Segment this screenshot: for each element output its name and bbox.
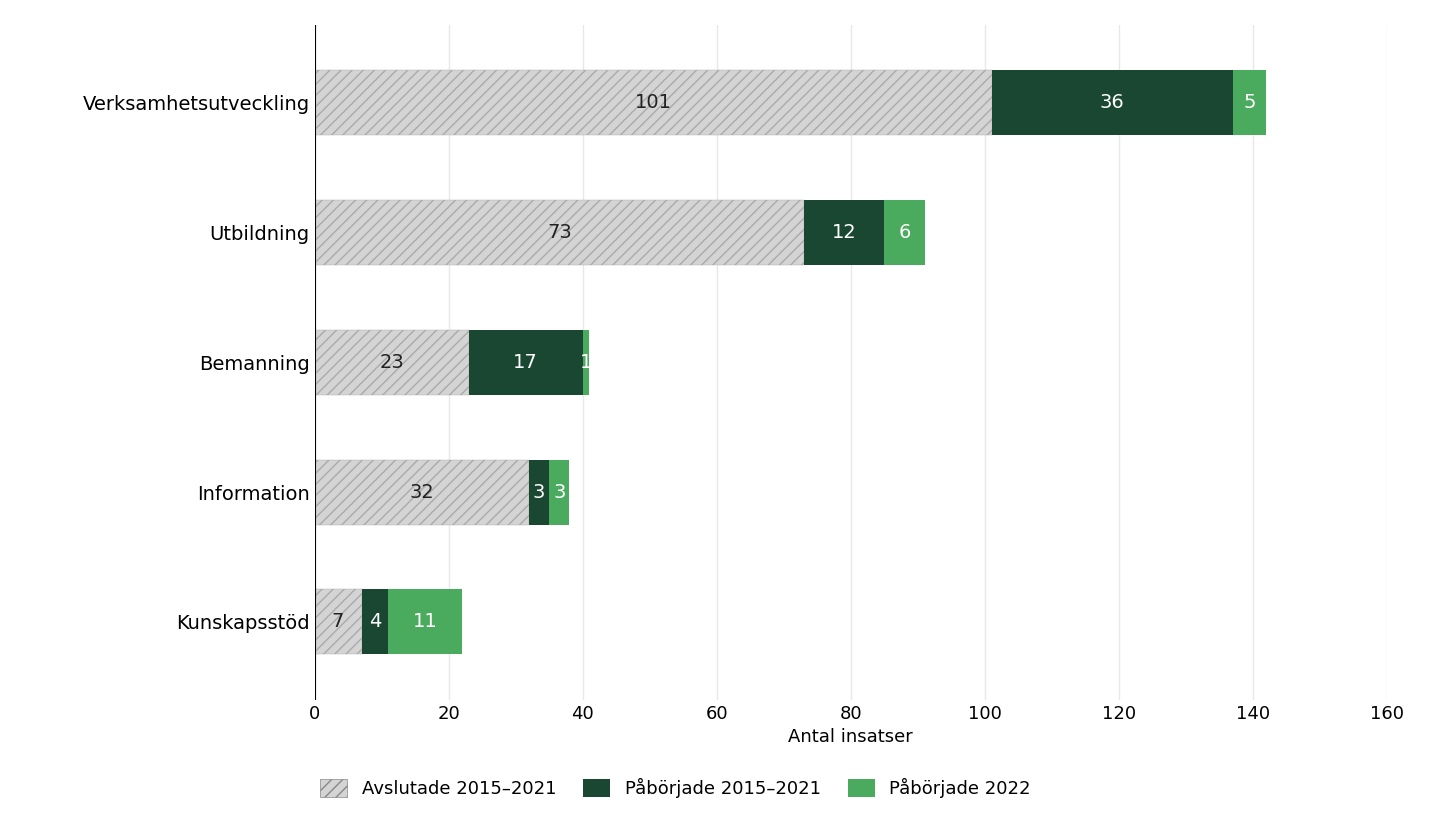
Text: 73: 73 (546, 223, 572, 242)
Text: 12: 12 (832, 223, 857, 242)
Bar (1233, 71, 1267, 135)
Text: 23: 23 (379, 353, 405, 372)
Bar (389, 590, 462, 654)
Text: 36: 36 (1100, 93, 1124, 112)
Text: 7: 7 (332, 612, 345, 631)
Text: 101: 101 (635, 93, 672, 112)
Bar (315, 590, 362, 654)
Bar (529, 460, 549, 525)
Text: 4: 4 (369, 612, 382, 631)
Bar (315, 460, 529, 525)
Bar (315, 330, 469, 395)
Text: 32: 32 (409, 482, 435, 501)
Bar (583, 330, 589, 395)
Bar (804, 200, 884, 265)
Text: 11: 11 (413, 612, 438, 631)
Text: 1: 1 (581, 353, 592, 372)
Bar (469, 330, 583, 395)
Bar (362, 590, 389, 654)
Bar (991, 71, 1233, 135)
Bar (315, 200, 804, 265)
Text: 3: 3 (533, 482, 545, 501)
Text: 6: 6 (898, 223, 911, 242)
Legend: Avslutade 2015–2021, Påbörjade 2015–2021, Påbörjade 2022: Avslutade 2015–2021, Påbörjade 2015–2021… (313, 771, 1038, 806)
Bar (884, 200, 925, 265)
Text: 17: 17 (513, 353, 538, 372)
Text: 5: 5 (1244, 93, 1256, 112)
Bar (549, 460, 569, 525)
Text: 3: 3 (553, 482, 565, 501)
Bar (315, 71, 991, 135)
X-axis label: Antal insatser: Antal insatser (788, 728, 914, 746)
